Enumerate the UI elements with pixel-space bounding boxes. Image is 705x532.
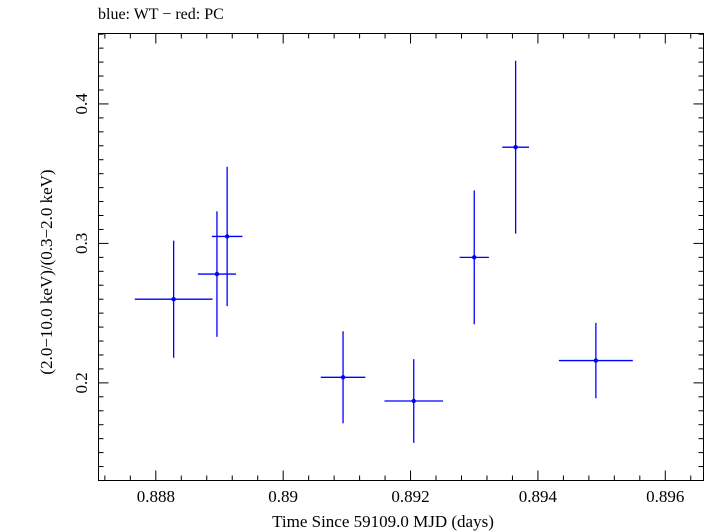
y-tick-label: 0.2: [72, 372, 91, 393]
data-point: [214, 271, 220, 277]
x-tick-label: 0.89: [268, 487, 298, 506]
x-axis-label: Time Since 59109.0 MJD (days): [272, 512, 494, 531]
data-point: [411, 398, 416, 404]
y-axis-label: (2.0−10.0 keV)/(0.3−2.0 keV): [37, 169, 56, 374]
data-point: [340, 375, 346, 380]
y-tick-label: 0.3: [72, 233, 91, 254]
data-point: [171, 296, 176, 302]
x-axis: 0.888 0.89 0.892 0.894 0.896: [104, 33, 692, 506]
x-tick-label: 0.896: [646, 487, 684, 506]
x-tick-label: 0.892: [391, 487, 429, 506]
data-point: [513, 144, 518, 150]
chart-title: blue: WT − red: PC: [98, 6, 224, 23]
data-point: [593, 358, 599, 363]
y-axis: 0.2 0.3 0.4: [72, 33, 704, 468]
x-tick-label: 0.894: [519, 487, 558, 506]
plot-frame: [98, 33, 704, 481]
data-point: [224, 234, 230, 239]
data-point: [472, 255, 477, 260]
y-tick-label: 0.4: [72, 93, 91, 115]
data-series-wt: [134, 60, 633, 443]
x-tick-label: 0.888: [137, 487, 175, 506]
